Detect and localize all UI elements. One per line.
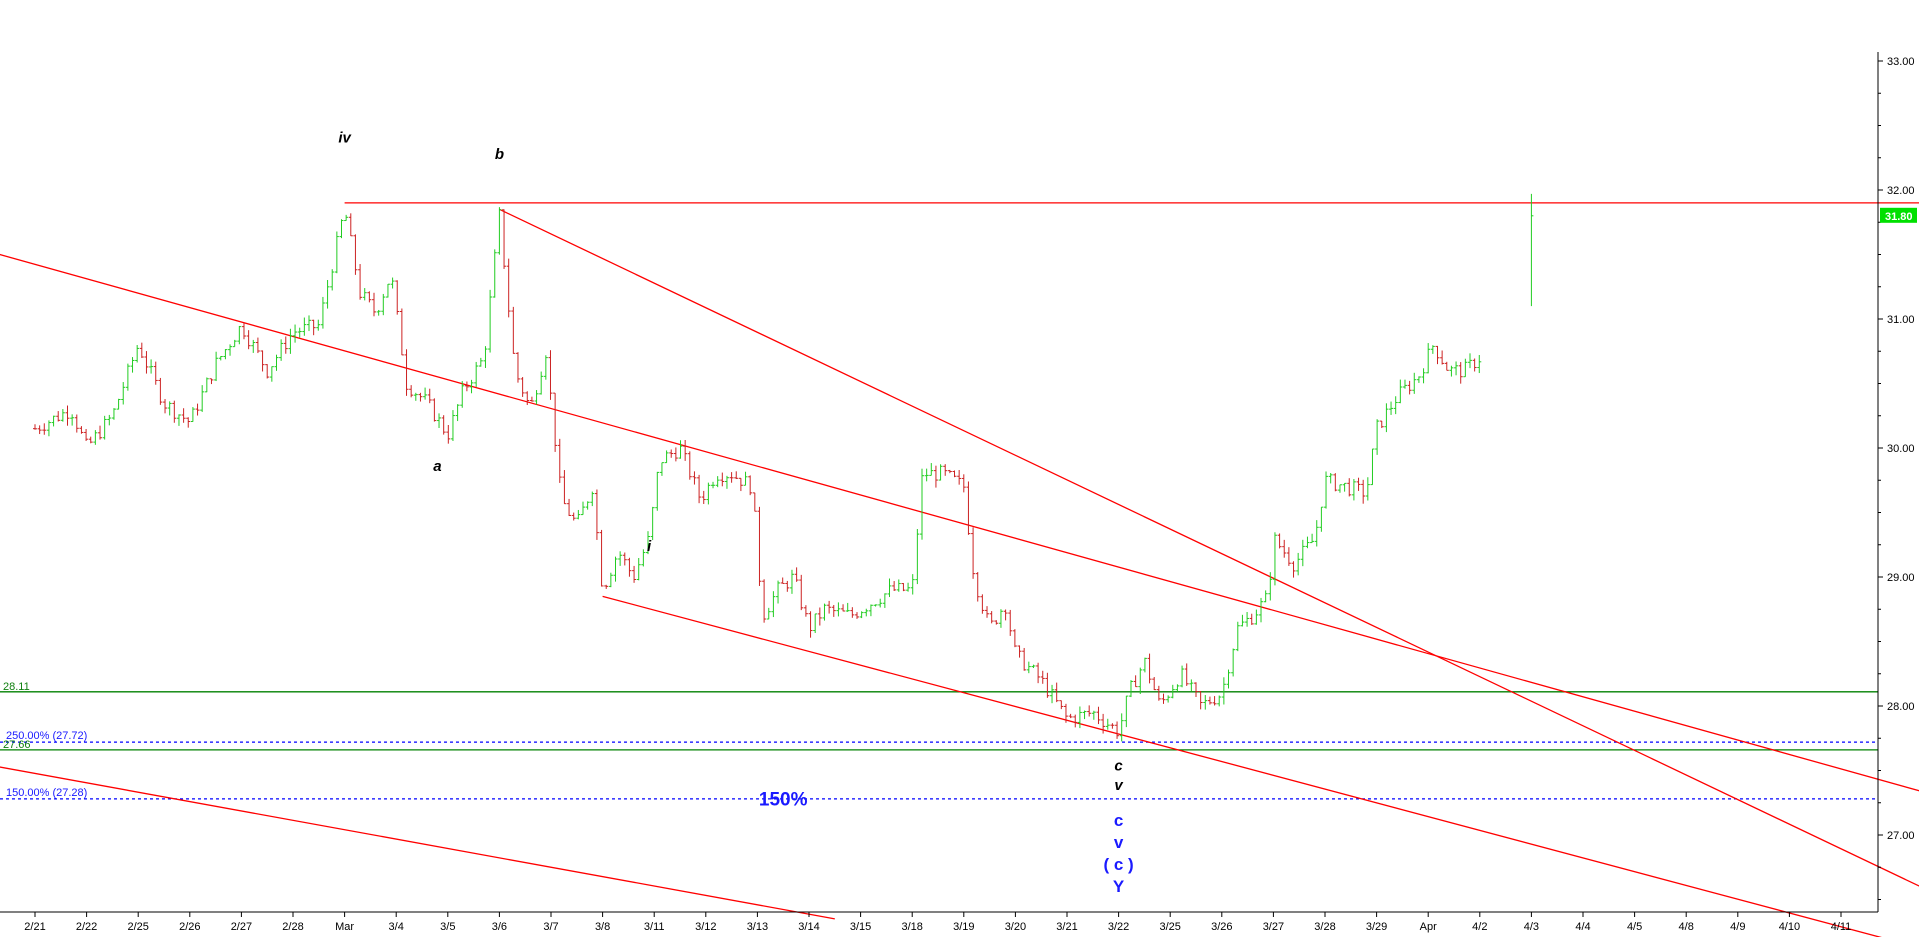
- wave-label: c: [1114, 758, 1123, 775]
- x-tick-label: Mar: [335, 921, 354, 933]
- wave-label: Y: [1113, 877, 1125, 896]
- trendline: [0, 253, 1919, 792]
- level-label: 28.11: [3, 681, 30, 693]
- x-tick-label: 3/21: [1056, 921, 1077, 933]
- x-tick-label: 3/8: [595, 921, 610, 933]
- wave-label: ( c ): [1103, 855, 1133, 874]
- wave-label: a: [433, 458, 441, 475]
- last-price-label: 31.80: [1885, 211, 1913, 223]
- x-tick-label: 2/22: [76, 921, 97, 933]
- trendline: [499, 208, 1919, 887]
- x-tick-label: 4/5: [1627, 921, 1642, 933]
- x-tick-label: 2/21: [24, 921, 45, 933]
- x-tick-label: 3/26: [1211, 921, 1232, 933]
- x-tick-label: 2/26: [179, 921, 200, 933]
- y-tick-label: 27.00: [1887, 830, 1915, 842]
- x-tick-label: 4/2: [1472, 921, 1487, 933]
- wave-label: iv: [338, 129, 352, 146]
- y-tick-label: 28.00: [1887, 701, 1915, 713]
- x-tick-label: 3/27: [1263, 921, 1284, 933]
- wave-label: 150%: [759, 789, 808, 810]
- x-tick-label: 4/8: [1679, 921, 1694, 933]
- wave-label: b: [495, 146, 504, 163]
- x-tick-label: 2/28: [282, 921, 303, 933]
- level-label: 150.00% (27.28): [6, 787, 87, 799]
- x-tick-label: Apr: [1420, 921, 1437, 933]
- x-tick-label: 3/14: [798, 921, 819, 933]
- x-tick-label: 4/11: [1831, 921, 1852, 933]
- x-tick-label: 3/4: [389, 921, 404, 933]
- wave-label: v: [1114, 833, 1124, 852]
- x-tick-label: 3/12: [695, 921, 716, 933]
- trendlines-layer: [0, 202, 1919, 937]
- axes: 2/21 2/22 2/25 2/26 2/27 2/28 Mar 3/4 3/5 3/6 3/7 3…: [0, 52, 1917, 933]
- x-tick-label: 3/15: [850, 921, 871, 933]
- x-tick-label: 3/22: [1108, 921, 1129, 933]
- trendline: [602, 595, 1882, 937]
- price-bars: [33, 193, 1534, 742]
- trendline: [0, 766, 835, 920]
- y-tick-label: 31.00: [1887, 314, 1915, 326]
- x-tick-label: 4/3: [1524, 921, 1539, 933]
- y-tick-label: 30.00: [1887, 443, 1915, 455]
- x-tick-label: 3/18: [901, 921, 922, 933]
- x-tick-label: 2/27: [231, 921, 252, 933]
- x-tick-label: 3/20: [1005, 921, 1026, 933]
- x-tick-label: 3/5: [440, 921, 455, 933]
- x-tick-label: 4/9: [1730, 921, 1745, 933]
- y-tick-label: 33.00: [1887, 56, 1915, 68]
- x-tick-label: 3/29: [1366, 921, 1387, 933]
- x-tick-label: 3/7: [543, 921, 558, 933]
- levels-layer: 28.11 250.00% (27.72)27.66 150.00% (27.28): [0, 681, 1878, 800]
- x-tick-label: 2/25: [127, 921, 148, 933]
- wave-label: v: [1114, 777, 1124, 794]
- x-tick-label: 3/6: [492, 921, 507, 933]
- x-tick-label: 3/28: [1314, 921, 1335, 933]
- wave-label: i: [647, 538, 652, 555]
- last-price-tag: [1880, 207, 1917, 223]
- level-label: 27.66: [3, 739, 31, 751]
- wave-label: c: [1114, 811, 1123, 830]
- level-label: 250.00% (27.72): [6, 730, 87, 742]
- x-tick-label: 4/4: [1575, 921, 1590, 933]
- x-tick-label: 3/25: [1159, 921, 1180, 933]
- y-tick-label: 32.00: [1887, 185, 1915, 197]
- x-tick-label: 3/19: [953, 921, 974, 933]
- x-tick-label: 3/11: [644, 921, 665, 933]
- x-tick-label: 3/13: [747, 921, 768, 933]
- x-tick-label: 4/10: [1779, 921, 1800, 933]
- y-tick-label: 29.00: [1887, 572, 1915, 584]
